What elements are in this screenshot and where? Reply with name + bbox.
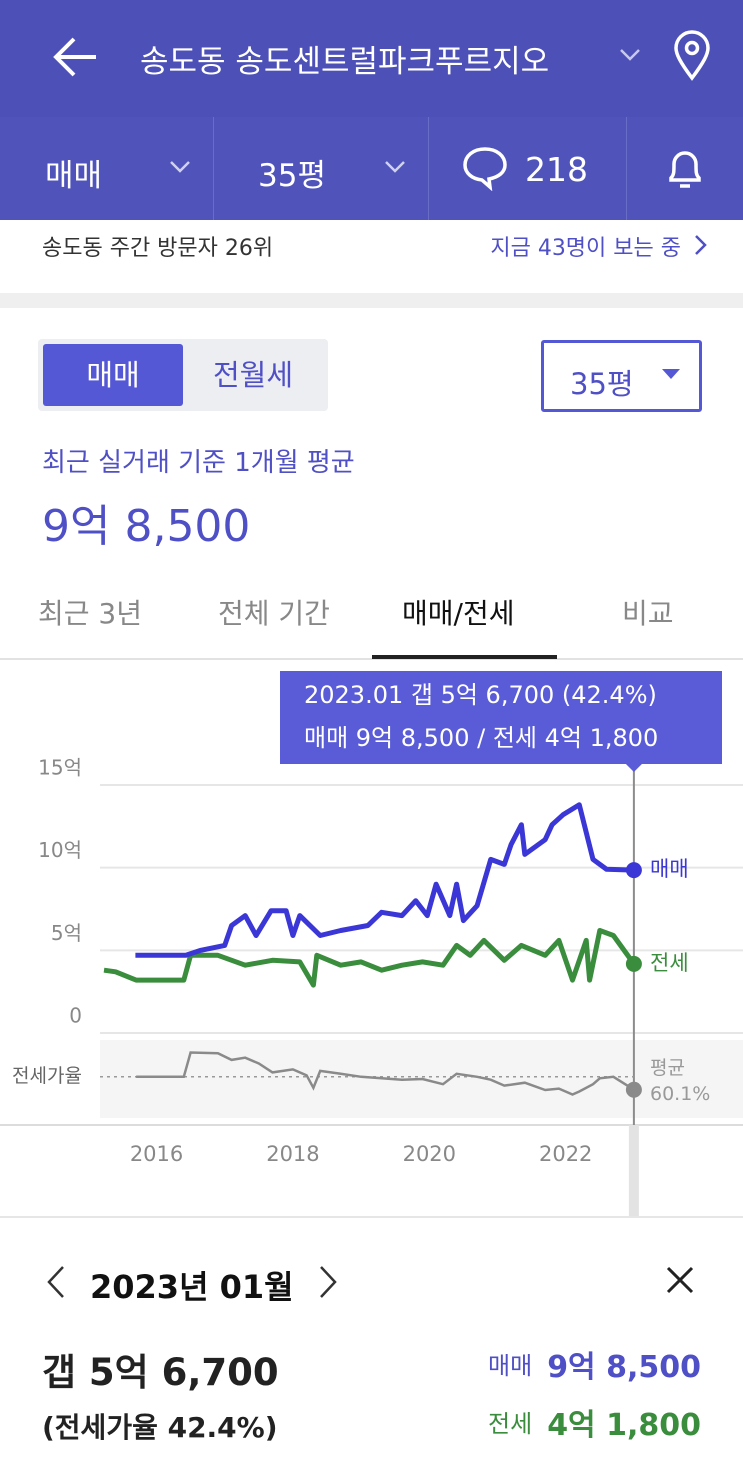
y-tick-label: 0 (69, 1004, 82, 1028)
close-button[interactable] (664, 1264, 696, 1296)
ratio-line (136, 1051, 635, 1096)
section-separator (0, 293, 743, 308)
summary-caption: 최근 실거래 기준 1개월 평균 (42, 448, 355, 478)
y-tick-label: 5억 (51, 921, 82, 945)
average-name: 평균 (650, 1057, 685, 1079)
detail-jeonse-label: 전세 (488, 1410, 533, 1438)
x-tick-label: 2016 (130, 1142, 183, 1166)
tab-baseline (0, 658, 743, 660)
app-header (0, 0, 743, 117)
detail-sale-price: 9억 8,500 (547, 1350, 701, 1385)
y-tick-label: 15억 (38, 756, 82, 780)
tooltip-pointer (625, 764, 642, 772)
ratio-axis-label: 전세가율 (12, 1065, 82, 1087)
size-select[interactable]: 35평 (258, 158, 326, 194)
chevron-right (695, 235, 707, 255)
toolbar (0, 117, 743, 220)
series-end-point (625, 862, 642, 879)
chevron (385, 161, 405, 173)
x-tick-label: 2018 (266, 1142, 319, 1166)
prev-month[interactable] (44, 1264, 68, 1300)
ratio-point (625, 1081, 642, 1098)
divider (213, 117, 214, 220)
y-tick-label: 10억 (38, 838, 82, 862)
series-label: 전세 (650, 951, 689, 975)
x-tick-label: 2022 (539, 1142, 592, 1166)
notification-button[interactable] (664, 146, 706, 192)
panel-divider (0, 1216, 743, 1218)
back-button[interactable] (50, 35, 100, 79)
period-tab[interactable]: 비교 (622, 597, 674, 630)
tooltip (280, 671, 722, 764)
dropdown-triangle (662, 369, 680, 379)
series-line (103, 928, 636, 988)
location-button[interactable] (672, 30, 712, 82)
tooltip-line: 2023.01 갭 5억 6,700 (42.4%) (304, 681, 657, 709)
deal-type-select[interactable]: 매매 (45, 158, 103, 194)
average-label: 60.1% (650, 1083, 710, 1105)
period-tab[interactable]: 전체 기간 (218, 597, 330, 630)
summary-price: 9억 8,500 (42, 501, 251, 552)
divider (428, 117, 429, 220)
series-end-point (625, 955, 642, 972)
comment-count[interactable]: 218 (525, 150, 588, 189)
x-tick-label: 2020 (403, 1142, 456, 1166)
chevron (170, 161, 190, 173)
period-tab-active[interactable]: 매매/전세 (402, 597, 515, 630)
series-label: 매매 (650, 857, 689, 881)
comment-icon[interactable] (462, 145, 508, 191)
toggle-option[interactable]: 전월세 (212, 358, 294, 392)
visitor-rank: 송도동 주간 방문자 26위 (42, 236, 274, 261)
chart: 0 5억 10억 15억 2016 2018 2020 2022 전세가율 평균 60.1% 전세 매매… (0, 671, 743, 1218)
detail-jeonse-price: 4억 1,800 (547, 1408, 701, 1443)
title-dropdown[interactable] (618, 46, 642, 64)
size-dropdown-label: 35평 (570, 367, 634, 401)
toggle-active[interactable]: 매매 (43, 344, 183, 406)
next-month[interactable] (316, 1264, 340, 1300)
detail-sale-label: 매매 (488, 1352, 533, 1380)
tooltip-line: 매매 9억 8,500 / 전세 4억 1,800 (304, 724, 658, 752)
period-tab[interactable]: 최근 3년 (38, 597, 142, 630)
tab-indicator (372, 655, 557, 659)
series-line (135, 802, 634, 958)
detail-gap: 갭 5억 6,700 (42, 1351, 279, 1394)
viewers-link[interactable]: 지금 43명이 보는 중 (490, 236, 681, 261)
cursor-track (628, 1125, 639, 1218)
header-title[interactable]: 송도동 송도센트럴파크푸르지오 (140, 44, 550, 80)
divider (626, 117, 627, 220)
size-dropdown[interactable] (541, 340, 702, 412)
detail-ratio: (전세가율 42.4%) (42, 1411, 278, 1444)
detail-month: 2023년 01월 (90, 1268, 294, 1306)
